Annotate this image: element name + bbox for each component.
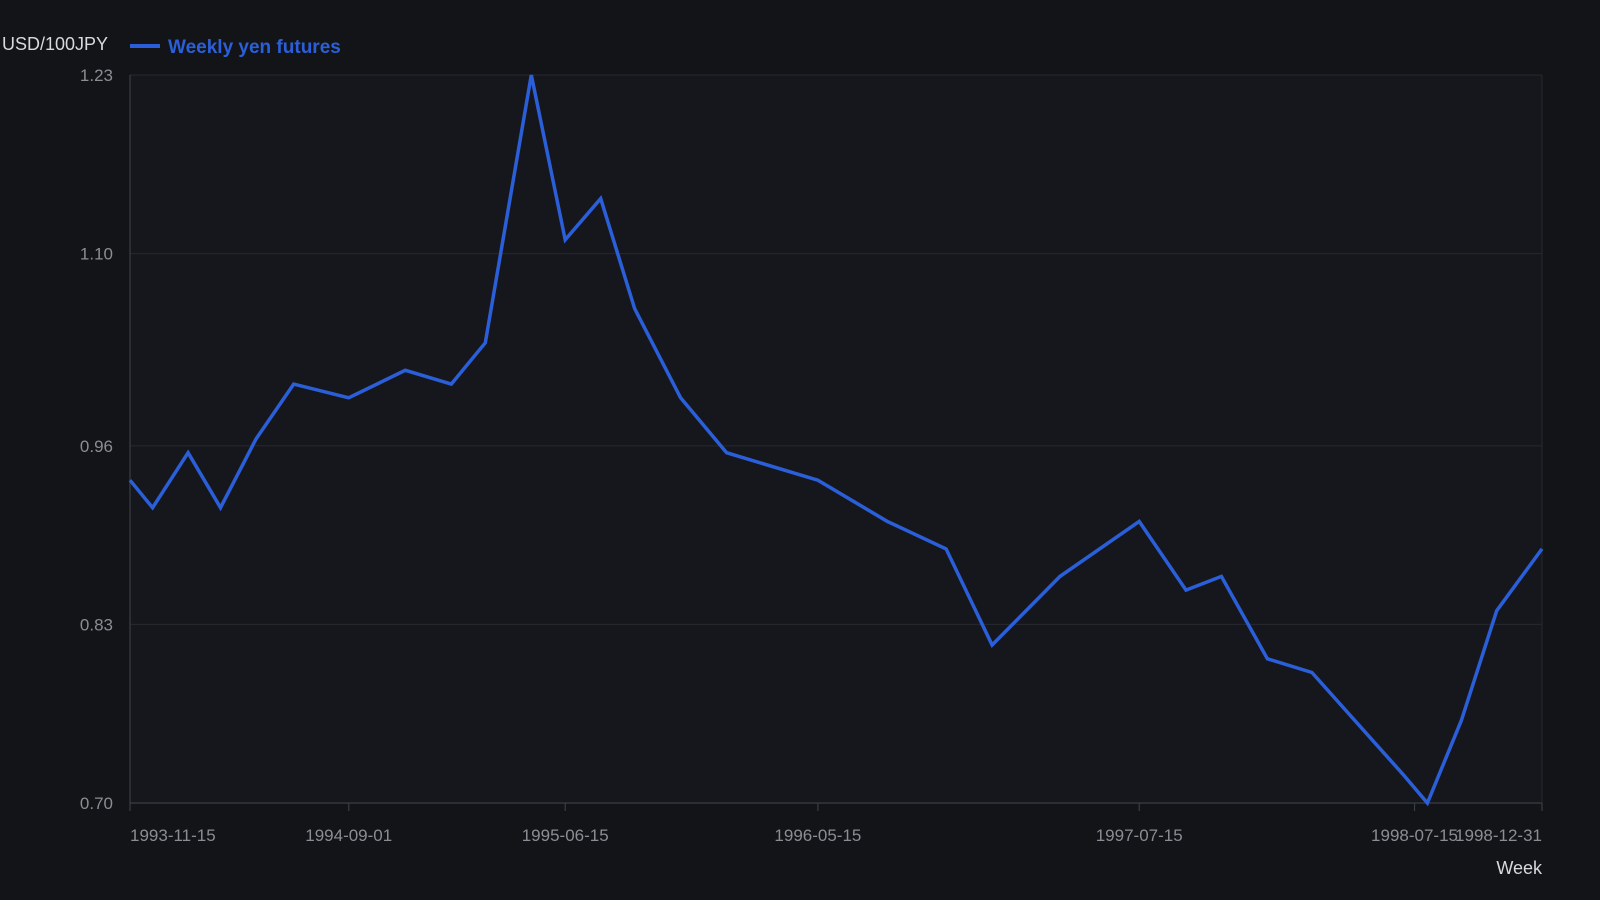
x-axis-title: Week [1496,858,1543,878]
y-axis-title: USD/100JPY [2,34,108,54]
y-tick-label: 0.70 [80,794,113,813]
x-tick-label: 1997-07-15 [1096,826,1183,845]
legend: Weekly yen futures [130,37,341,58]
x-tick-label: 1993-11-15 [130,826,216,845]
x-tick-label: 1996-05-15 [774,826,861,845]
x-tick-label: 1998-07-15 [1371,826,1458,845]
y-tick-label: 1.10 [80,245,113,264]
x-tick-label: 1995-06-15 [522,826,609,845]
plot-area [130,75,1542,803]
y-tick-label: 1.23 [80,66,113,85]
x-tick-label: 1998-12-31 [1455,826,1542,845]
series-layer [128,74,1544,807]
series-line-weekly-yen-futures [128,74,1544,807]
legend-label-weekly-yen-futures: Weekly yen futures [168,37,341,58]
x-tick-label: 1994-09-01 [305,826,392,845]
y-tick-label: 0.96 [80,437,113,456]
y-tick-label: 0.83 [80,615,113,634]
axis-layer: 0.70 0.83 0.96 1.10 1.23 1993-11-15 1994-09-01… [80,66,1543,845]
